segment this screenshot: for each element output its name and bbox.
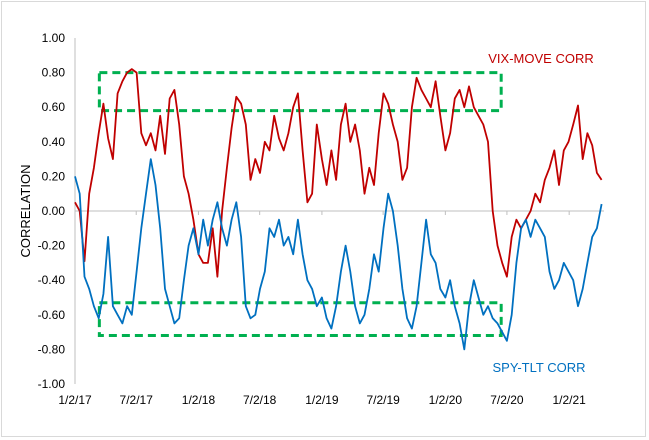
spy-tlt-corr-line: [74, 158, 603, 351]
y-tick-label: 0.00: [42, 204, 66, 218]
axes: [74, 38, 604, 384]
y-tick-label: 0.20: [42, 169, 66, 183]
x-tick-label: 7/2/17: [120, 393, 154, 407]
x-tick-label: 7/2/20: [490, 393, 524, 407]
x-tick-labels: 1/2/17 7/2/17 1/2/18 7/2/18 1/2/19 7/2/19 1/2/…: [58, 211, 586, 407]
y-tick-label: 0.40: [42, 135, 66, 149]
series-annotations: VIX-MOVE CORR SPY-TLT CORR: [488, 51, 593, 375]
x-tick-label: 7/2/18: [243, 393, 277, 407]
y-tick-label: 1.00: [42, 31, 66, 45]
spy-tlt-corr-label: SPY-TLT CORR: [493, 360, 586, 375]
y-tick-label: -0.60: [38, 308, 66, 322]
y-tick-label: -0.80: [38, 342, 66, 356]
y-axis-title: CORRELATION: [18, 165, 33, 258]
x-tick-label: 1/2/20: [429, 393, 463, 407]
highlight-boxes: [97, 71, 503, 338]
y-tick-label: -1.00: [38, 377, 66, 391]
x-tick-label: 1/2/18: [182, 393, 216, 407]
vix-move-corr-line: [74, 68, 603, 278]
x-tick-label: 1/2/21: [552, 393, 586, 407]
vix-move-corr-label: VIX-MOVE CORR: [488, 51, 593, 66]
x-tick-label: 1/2/17: [58, 393, 92, 407]
highlight-box-1: [97, 71, 503, 113]
x-tick-label: 1/2/19: [305, 393, 339, 407]
y-tick-label: -0.40: [38, 273, 66, 287]
y-tick-labels: 1.00 0.80 0.60 0.40 0.20 0.00 -0.20 -0.40 -0.60 -…: [38, 31, 66, 391]
y-tick-label: -0.20: [38, 239, 66, 253]
highlight-box-2: [97, 301, 503, 338]
series-lines: [74, 68, 603, 351]
y-tick-label: 0.80: [42, 66, 66, 80]
x-tick-label: 7/2/19: [366, 393, 400, 407]
y-tick-label: 0.60: [42, 100, 66, 114]
